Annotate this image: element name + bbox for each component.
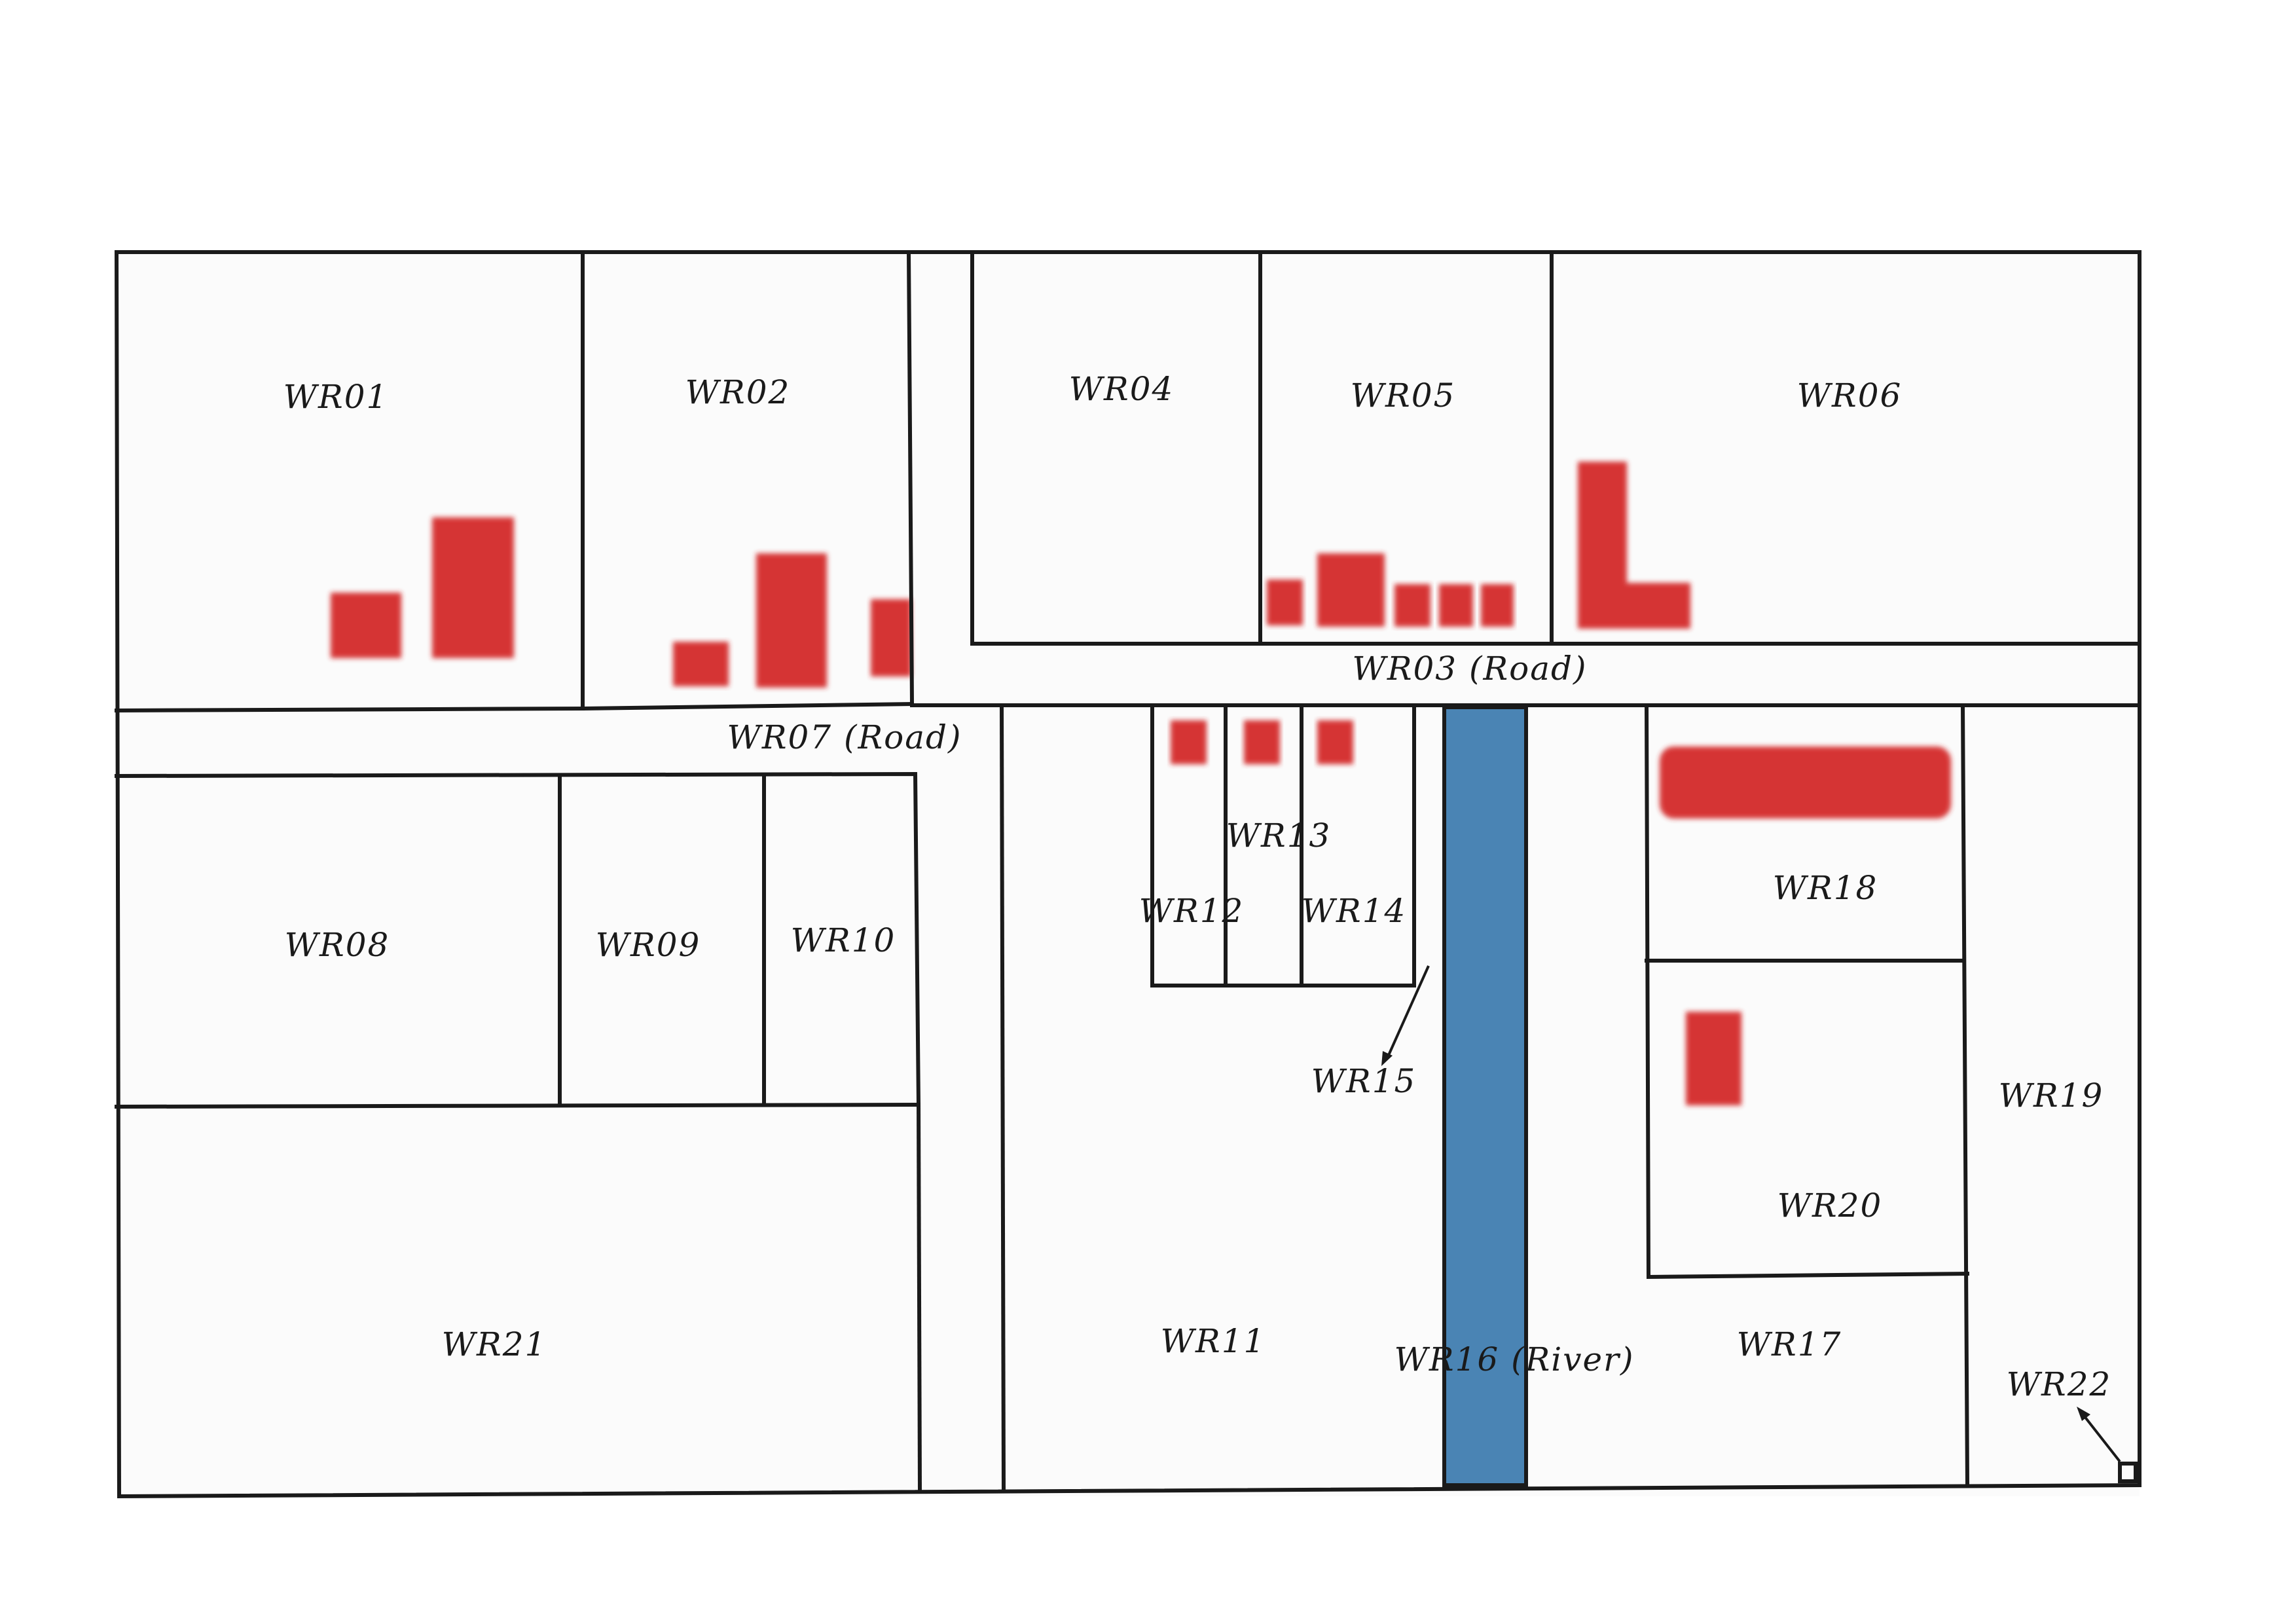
- building-wr14: [1317, 720, 1353, 764]
- building-wr05-e: [1481, 584, 1514, 627]
- label-wr22: WR22: [2007, 1365, 2112, 1403]
- building-wr18: [1660, 747, 1951, 819]
- parcel-labels: WR01 WR02 WR03 (Road) WR04 WR05 WR06 WR0…: [283, 370, 2112, 1403]
- building-wr02-small: [673, 642, 729, 686]
- label-wr10: WR10: [791, 921, 896, 959]
- label-wr02: WR02: [685, 373, 791, 411]
- building-wr02-right: [871, 599, 911, 676]
- label-wr19: WR19: [1999, 1077, 2104, 1115]
- building-wr05-b: [1317, 553, 1385, 627]
- wr19-left-edge: [1960, 703, 1970, 1488]
- label-wr07-road: WR07 (Road): [727, 718, 962, 756]
- label-wr16-river: WR16 (River): [1394, 1340, 1635, 1378]
- river-wr16: [1442, 705, 1528, 1487]
- label-wr13: WR13: [1226, 817, 1332, 855]
- label-wr21: WR21: [442, 1325, 547, 1363]
- building-wr01-small: [331, 593, 401, 658]
- building-wr05-d: [1439, 584, 1473, 627]
- label-wr01: WR01: [283, 378, 389, 416]
- pointer-arrows: [1381, 965, 2121, 1463]
- wr21-right-edge: [916, 1102, 922, 1492]
- map-background: [117, 252, 2140, 1496]
- label-wr15: WR15: [1311, 1062, 1417, 1100]
- label-wr06: WR06: [1797, 377, 1903, 415]
- wr02-right-edge: [906, 249, 915, 707]
- wr15-pointer: [1385, 965, 1430, 1060]
- building-wr01-tall: [432, 517, 514, 658]
- wr11-left-edge: [999, 703, 1006, 1492]
- wr22-parcel: [2118, 1462, 2138, 1483]
- label-wr08: WR08: [285, 926, 390, 964]
- wr22-pointer: [2081, 1412, 2121, 1463]
- parcel-boundaries: [114, 249, 2141, 1499]
- building-wr12: [1171, 720, 1207, 764]
- buildings: [331, 462, 1951, 1105]
- label-wr05: WR05: [1351, 377, 1456, 415]
- building-wr02-tall: [756, 553, 827, 688]
- wr22-arrowhead: [2077, 1407, 2090, 1421]
- label-wr20: WR20: [1777, 1187, 1883, 1225]
- outer-border: [114, 250, 2141, 1499]
- wr08-wr10-block: [114, 771, 921, 1109]
- label-wr18: WR18: [1773, 869, 1878, 907]
- building-wr13: [1244, 720, 1280, 764]
- wr12-wr14-block: [1150, 703, 1416, 987]
- wr04-wr06-block: [970, 250, 2141, 646]
- building-wr06-l-shape: [1578, 462, 1690, 629]
- label-wr04: WR04: [1069, 370, 1175, 408]
- label-wr09: WR09: [596, 926, 701, 964]
- building-wr05-c: [1394, 584, 1430, 627]
- label-wr12: WR12: [1139, 892, 1245, 930]
- wr15-arrowhead: [1381, 1051, 1393, 1066]
- label-wr11: WR11: [1161, 1322, 1266, 1360]
- label-wr14: WR14: [1302, 892, 1407, 930]
- building-wr05-a: [1267, 580, 1303, 625]
- building-wr20: [1686, 1012, 1741, 1105]
- wr18-wr20-block: [1644, 703, 1970, 1280]
- label-wr17: WR17: [1737, 1325, 1842, 1363]
- label-wr03-road: WR03 (Road): [1352, 650, 1587, 688]
